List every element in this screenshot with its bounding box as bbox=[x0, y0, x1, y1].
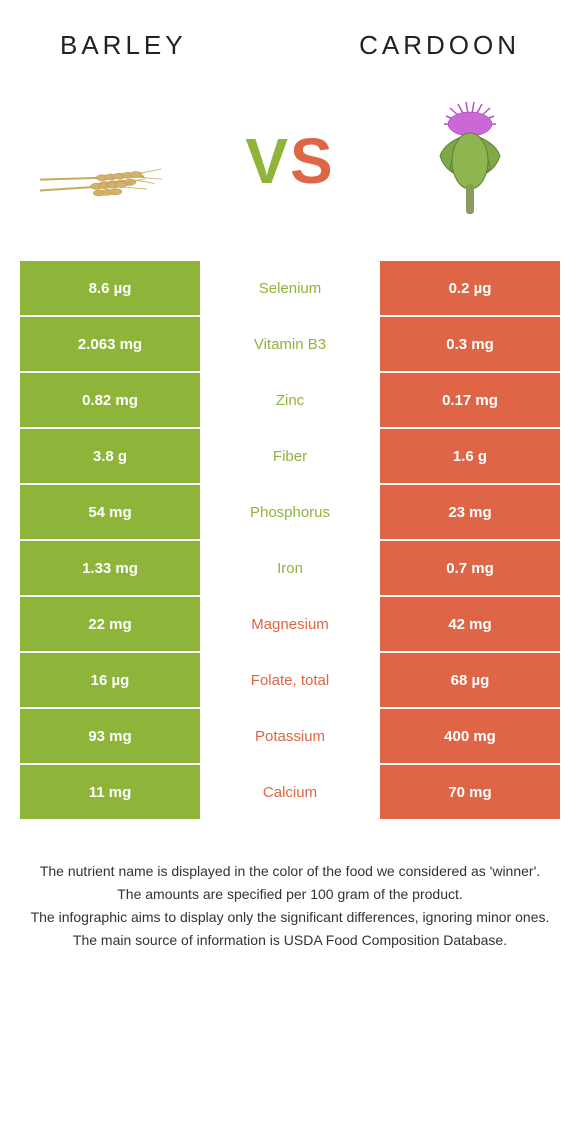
barley-icon bbox=[40, 116, 180, 206]
infographic-container: Barley Cardoon bbox=[0, 0, 580, 1144]
cell-left-value: 1.33 mg bbox=[20, 541, 200, 595]
cell-left-value: 8.6 µg bbox=[20, 261, 200, 315]
footer-line: The nutrient name is displayed in the co… bbox=[30, 861, 550, 882]
cell-left-value: 16 µg bbox=[20, 653, 200, 707]
footer-line: The infographic aims to display only the… bbox=[30, 907, 550, 928]
cell-right-value: 68 µg bbox=[380, 653, 560, 707]
table-row: 11 mgCalcium70 mg bbox=[20, 765, 560, 821]
cell-right-value: 0.2 µg bbox=[380, 261, 560, 315]
title-row: Barley Cardoon bbox=[0, 20, 580, 81]
cell-nutrient-label: Phosphorus bbox=[200, 485, 380, 539]
cell-right-value: 70 mg bbox=[380, 765, 560, 819]
title-left: Barley bbox=[60, 30, 187, 61]
cell-nutrient-label: Iron bbox=[200, 541, 380, 595]
cell-left-value: 93 mg bbox=[20, 709, 200, 763]
footer-line: The main source of information is USDA F… bbox=[30, 930, 550, 951]
cell-right-value: 400 mg bbox=[380, 709, 560, 763]
cell-nutrient-label: Zinc bbox=[200, 373, 380, 427]
barley-image bbox=[40, 101, 180, 221]
cell-nutrient-label: Folate, total bbox=[200, 653, 380, 707]
cell-left-value: 0.82 mg bbox=[20, 373, 200, 427]
table-row: 22 mgMagnesium42 mg bbox=[20, 597, 560, 653]
cell-nutrient-label: Selenium bbox=[200, 261, 380, 315]
cell-right-value: 0.7 mg bbox=[380, 541, 560, 595]
cell-left-value: 54 mg bbox=[20, 485, 200, 539]
cell-right-value: 23 mg bbox=[380, 485, 560, 539]
cardoon-image bbox=[400, 101, 540, 221]
comparison-table: 8.6 µgSelenium0.2 µg2.063 mgVitamin B30.… bbox=[20, 261, 560, 821]
cell-left-value: 22 mg bbox=[20, 597, 200, 651]
title-right: Cardoon bbox=[359, 30, 520, 61]
cell-nutrient-label: Fiber bbox=[200, 429, 380, 483]
cell-right-value: 0.17 mg bbox=[380, 373, 560, 427]
vs-label: VS bbox=[245, 124, 334, 198]
vs-s: S bbox=[290, 125, 335, 197]
cell-left-value: 3.8 g bbox=[20, 429, 200, 483]
table-row: 3.8 gFiber1.6 g bbox=[20, 429, 560, 485]
footer-notes: The nutrient name is displayed in the co… bbox=[0, 821, 580, 973]
table-row: 1.33 mgIron0.7 mg bbox=[20, 541, 560, 597]
cell-nutrient-label: Calcium bbox=[200, 765, 380, 819]
cell-nutrient-label: Vitamin B3 bbox=[200, 317, 380, 371]
table-row: 0.82 mgZinc0.17 mg bbox=[20, 373, 560, 429]
cell-left-value: 2.063 mg bbox=[20, 317, 200, 371]
cell-right-value: 1.6 g bbox=[380, 429, 560, 483]
table-row: 54 mgPhosphorus23 mg bbox=[20, 485, 560, 541]
vs-v: V bbox=[245, 125, 290, 197]
vs-row: VS bbox=[0, 81, 580, 261]
cell-right-value: 0.3 mg bbox=[380, 317, 560, 371]
cell-nutrient-label: Magnesium bbox=[200, 597, 380, 651]
table-row: 93 mgPotassium400 mg bbox=[20, 709, 560, 765]
cell-nutrient-label: Potassium bbox=[200, 709, 380, 763]
table-row: 2.063 mgVitamin B30.3 mg bbox=[20, 317, 560, 373]
cell-left-value: 11 mg bbox=[20, 765, 200, 819]
footer-line: The amounts are specified per 100 gram o… bbox=[30, 884, 550, 905]
cardoon-icon bbox=[410, 96, 530, 226]
cell-right-value: 42 mg bbox=[380, 597, 560, 651]
table-row: 8.6 µgSelenium0.2 µg bbox=[20, 261, 560, 317]
table-row: 16 µgFolate, total68 µg bbox=[20, 653, 560, 709]
